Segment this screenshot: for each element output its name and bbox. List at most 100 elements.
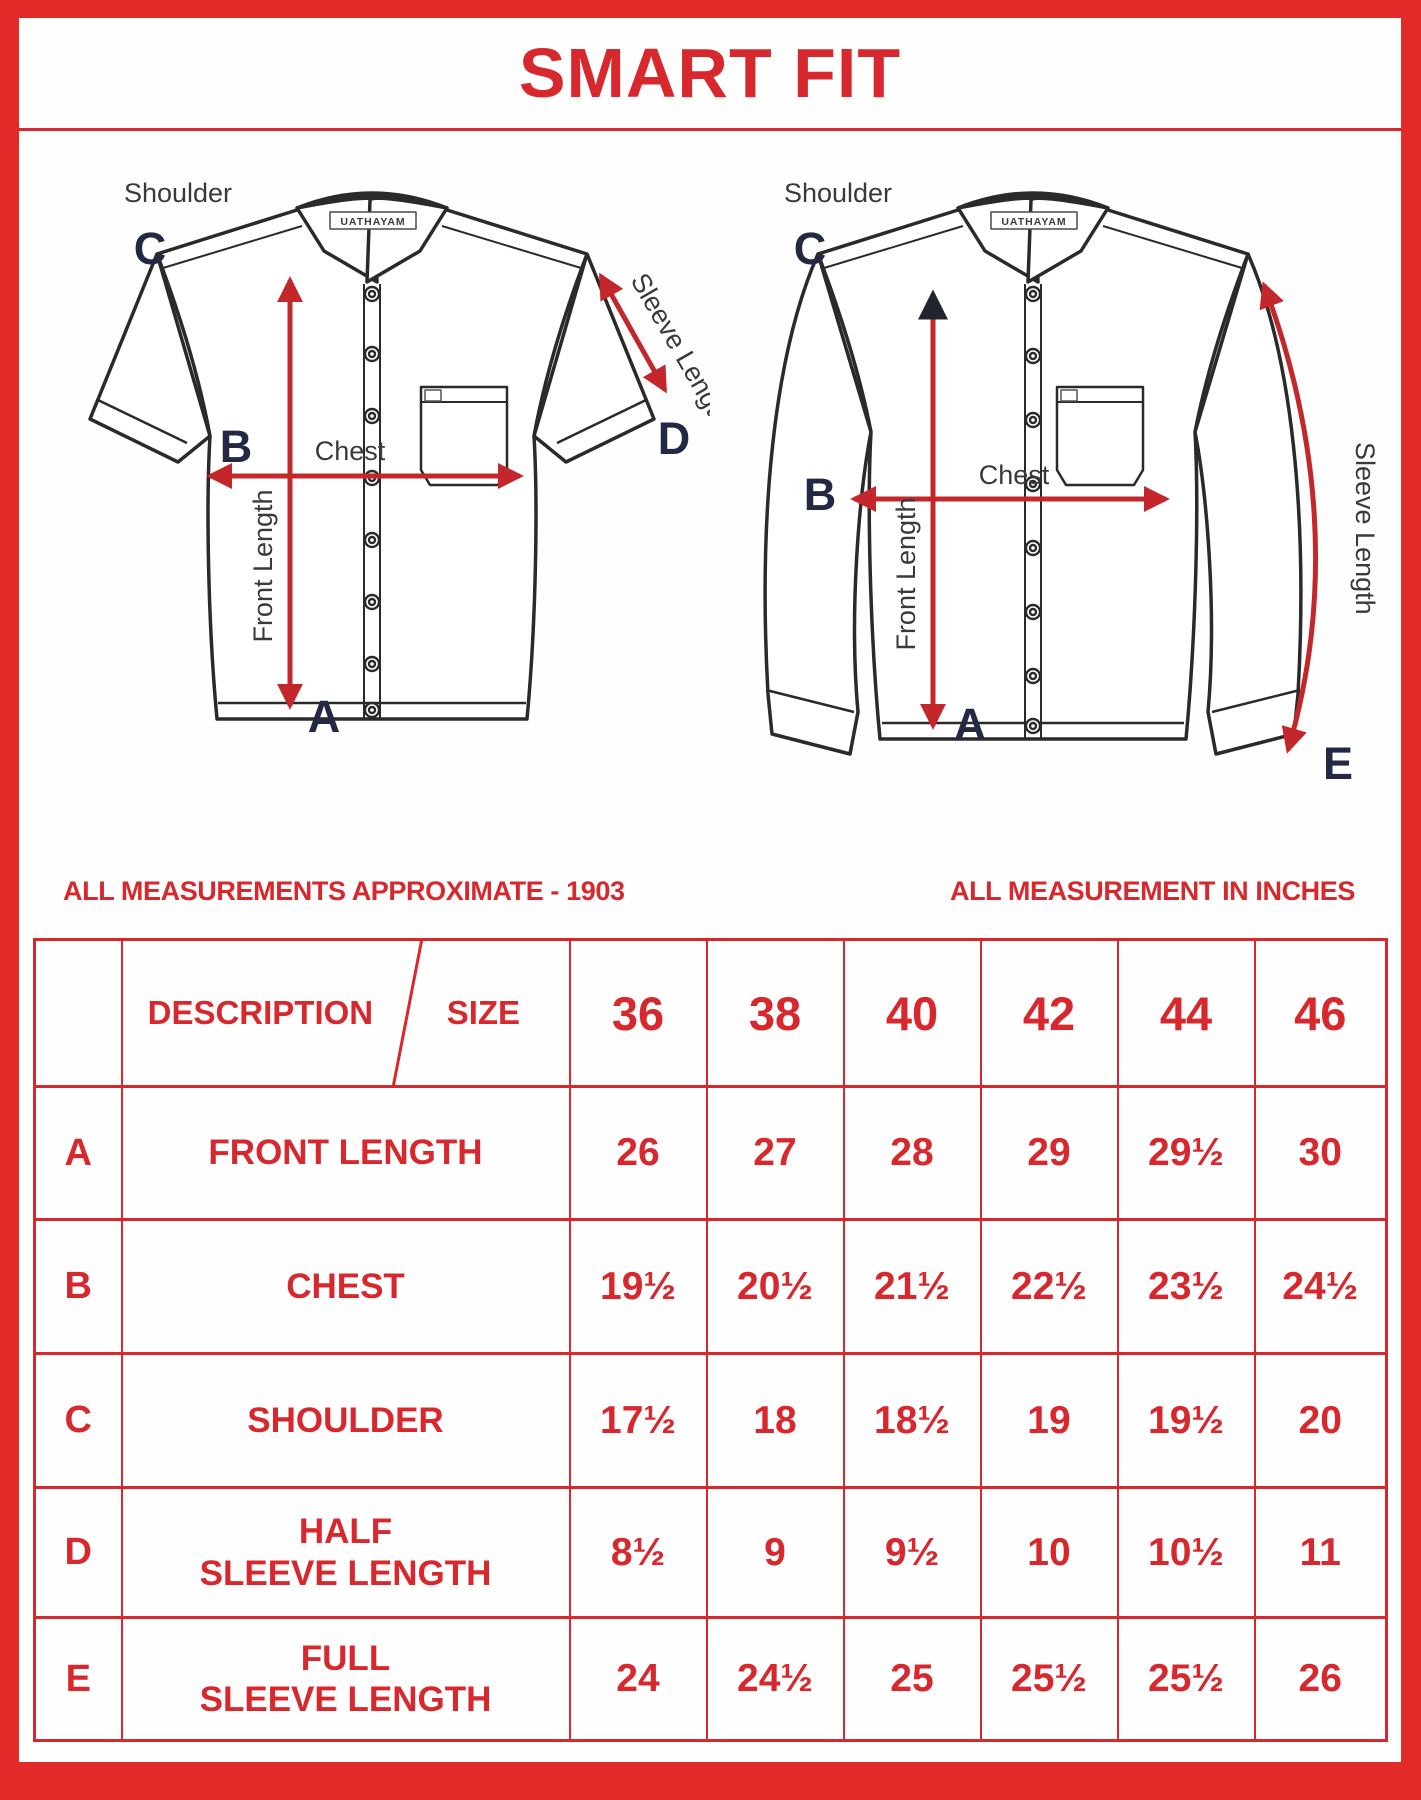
- measurement-value: 10½: [1116, 1486, 1256, 1619]
- table-row-shoulder: C SHOULDER 17½ 18 18½ 19 19½ 20: [33, 1352, 1388, 1489]
- row-label-line1: HALF: [298, 1512, 393, 1552]
- row-key: B: [33, 1218, 123, 1355]
- row-label: HALF SLEEVE LENGTH: [120, 1486, 571, 1619]
- front-length-label: Front Length: [248, 489, 278, 642]
- note-measurements-approximate: ALL MEASUREMENTS APPROXIMATE - 1903: [63, 876, 625, 906]
- sleeve-length-label: Sleeve Length: [1350, 442, 1380, 615]
- measurement-value: 25½: [979, 1616, 1119, 1742]
- full-sleeve-shirt-diagram: UATHAYAM Shoulder C B Chest Front Length…: [763, 178, 1380, 789]
- chest-label: Chest: [315, 436, 386, 466]
- table-row-chest: B CHEST 19½ 20½ 21½ 22½ 23½ 24½: [33, 1218, 1388, 1355]
- left-cuff-line: [765, 688, 855, 714]
- marker-b: B: [220, 421, 253, 472]
- shirt-outline: [88, 191, 656, 721]
- measurement-value: 24: [568, 1616, 708, 1742]
- brand-tag-label: UATHAYAM: [340, 216, 405, 228]
- description-size-header: DESCRIPTION SIZE: [120, 938, 571, 1088]
- shoulder-label: Shoulder: [124, 178, 232, 208]
- measurement-value: 27: [705, 1085, 845, 1221]
- measurement-value: 18: [705, 1352, 845, 1489]
- measurement-value: 24½: [1253, 1218, 1388, 1355]
- measurement-arrows: [206, 272, 668, 710]
- row-label-line2: SLEEVE LENGTH: [199, 1680, 492, 1719]
- page-title: SMART FIT: [518, 34, 902, 112]
- brand-tag: [990, 211, 1078, 230]
- size-chart-table: DESCRIPTION SIZE 36 38 40 42 44 46 A FRO…: [33, 938, 1388, 1742]
- marker-e: E: [1323, 738, 1353, 789]
- measurement-value: 9½: [842, 1486, 982, 1619]
- table-header-row: DESCRIPTION SIZE 36 38 40 42 44 46: [33, 938, 1388, 1088]
- measurement-value: 29½: [1116, 1085, 1256, 1221]
- corner-cell: [33, 938, 123, 1088]
- right-cuff-line: [556, 398, 647, 445]
- measurement-value: 19½: [568, 1218, 708, 1355]
- measurement-value: 29: [979, 1085, 1119, 1221]
- yoke-seams: [823, 225, 1243, 269]
- pocket-logo-chip: [1060, 389, 1078, 402]
- row-label: FRONT LENGTH: [120, 1085, 571, 1221]
- marker-b: B: [804, 469, 837, 520]
- measurement-value: 19: [979, 1352, 1119, 1489]
- row-label: SHOULDER: [120, 1352, 571, 1489]
- pocket-logo-chip: [424, 389, 442, 402]
- row-label-line2: SLEEVE LENGTH: [199, 1553, 492, 1593]
- measurement-value: 11: [1253, 1486, 1388, 1619]
- half-sleeve-shirt-diagram: UATHAYAM Shoulder C B Chest Front Length…: [88, 178, 710, 742]
- measurement-value: 20: [1253, 1352, 1388, 1489]
- measurement-value: 24½: [705, 1616, 845, 1742]
- measurement-value: 23½: [1116, 1218, 1256, 1355]
- size-column-header: 44: [1116, 938, 1256, 1088]
- measurement-value: 10: [979, 1486, 1119, 1619]
- row-label: CHEST: [120, 1218, 571, 1355]
- front-length-label: Front Length: [891, 497, 921, 650]
- size-column-header: 38: [705, 938, 845, 1088]
- size-column-header: 40: [842, 938, 982, 1088]
- measurement-value: 26: [568, 1085, 708, 1221]
- row-label: FULL SLEEVE LENGTH: [120, 1616, 571, 1742]
- row-key: C: [33, 1352, 123, 1489]
- measurement-value: 28: [842, 1085, 982, 1221]
- marker-c: C: [134, 223, 167, 274]
- measurement-value: 30: [1253, 1085, 1388, 1221]
- row-label-line1: FULL: [300, 1638, 391, 1678]
- title-bar: SMART FIT: [19, 18, 1401, 131]
- brand-tag-label: UATHAYAM: [1001, 216, 1066, 228]
- row-key: D: [33, 1486, 123, 1619]
- size-column-header: 42: [979, 938, 1119, 1088]
- measurement-value: 17½: [568, 1352, 708, 1489]
- size-header-label: SIZE: [446, 994, 521, 1031]
- size-column-header: 36: [568, 938, 708, 1088]
- note-measurement-units: ALL MEASUREMENT IN INCHES: [949, 876, 1355, 906]
- description-header-label: DESCRIPTION: [147, 994, 374, 1031]
- shoulder-label: Shoulder: [784, 178, 892, 208]
- placket-lines: [363, 284, 381, 719]
- collar-band: [296, 191, 448, 210]
- measurement-value: 18½: [842, 1352, 982, 1489]
- yoke-seams: [162, 225, 582, 269]
- measurement-value: 25: [842, 1616, 982, 1742]
- buttons: [1024, 285, 1042, 735]
- table-row-full-sleeve-length: E FULL SLEEVE LENGTH 24 24½ 25 25½ 25½ 2…: [33, 1616, 1388, 1742]
- marker-a: A: [954, 699, 987, 750]
- measurement-value: 19½: [1116, 1352, 1256, 1489]
- marker-a: A: [308, 691, 341, 742]
- measurement-value: 9: [705, 1486, 845, 1619]
- sleeve-length-arrow: [1259, 281, 1319, 754]
- row-key: E: [33, 1616, 123, 1742]
- measurement-value: 26: [1253, 1616, 1388, 1742]
- chest-label: Chest: [979, 460, 1050, 490]
- row-label-line1: SHOULDER: [247, 1400, 444, 1440]
- marker-c: C: [794, 223, 827, 274]
- measurement-value: 21½: [842, 1218, 982, 1355]
- measurement-arrows: [850, 281, 1319, 754]
- sleeve-length-arrow: [598, 272, 668, 394]
- measurement-value: 22½: [979, 1218, 1119, 1355]
- marker-d: D: [658, 413, 691, 464]
- left-sleeve: [763, 252, 873, 756]
- collar-band: [957, 191, 1109, 210]
- row-label-line1: CHEST: [286, 1266, 405, 1306]
- row-label-line1: FRONT LENGTH: [208, 1133, 483, 1173]
- table-row-front-length: A FRONT LENGTH 26 27 28 29 29½ 30: [33, 1085, 1388, 1221]
- pocket: [1055, 385, 1145, 487]
